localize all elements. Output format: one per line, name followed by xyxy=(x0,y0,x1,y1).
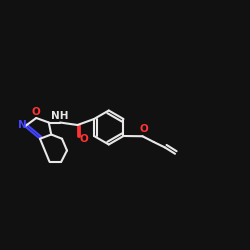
Text: NH: NH xyxy=(51,111,69,121)
Text: N: N xyxy=(18,120,26,130)
Text: O: O xyxy=(140,124,148,134)
Text: O: O xyxy=(32,107,40,117)
Text: O: O xyxy=(80,134,88,144)
